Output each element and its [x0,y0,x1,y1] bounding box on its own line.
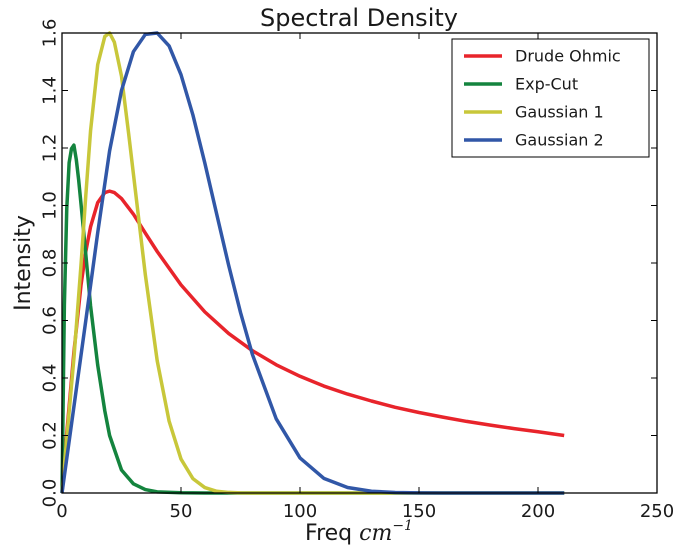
x-axis-label-math: cm [359,521,392,546]
y-tick-label: 0.8 [40,249,61,278]
x-tick-label: 100 [283,501,317,522]
y-tick-label: 0.0 [40,479,61,508]
x-tick-label: 200 [521,501,555,522]
y-tick-label: 1.4 [40,76,61,105]
legend-label-exp-cut: Exp-Cut [515,75,578,94]
y-tick-label: 1.0 [40,191,61,220]
legend-box [451,38,650,158]
tick-layer: 0 50 100 150 200 250 0.0 0.2 0.4 0.6 0.8 1.0 1.2 1.4 1… [40,19,675,522]
x-tick-label: 150 [402,501,436,522]
x-axis-label: Freq cm−1 [305,518,413,546]
legend: Drude Ohmic Exp-Cut Gaussian 1 Gaussian 2 [451,38,650,158]
y-axis-label: Intensity [11,215,36,311]
x-tick-label: 0 [56,501,67,522]
legend-label-drude-ohmic: Drude Ohmic [515,47,621,66]
series-line-drude-ohmic [60,189,565,494]
series-line-gaussian-2 [60,31,565,495]
y-tick-label: 0.6 [40,306,61,335]
y-tick-label: 0.2 [40,421,61,450]
chart-title: Spectral Density [260,4,458,32]
x-axis-label-exponent: −1 [392,518,413,534]
y-tick-label: 1.2 [40,134,61,163]
x-tick-label: 250 [640,501,674,522]
y-tick-label: 0.4 [40,364,61,393]
x-tick-label: 50 [170,501,193,522]
x-axis-label-text: Freq [305,521,352,546]
legend-label-gaussian-1: Gaussian 1 [515,103,604,122]
legend-label-gaussian-2: Gaussian 2 [515,131,604,150]
y-tick-label: 1.6 [40,19,61,48]
